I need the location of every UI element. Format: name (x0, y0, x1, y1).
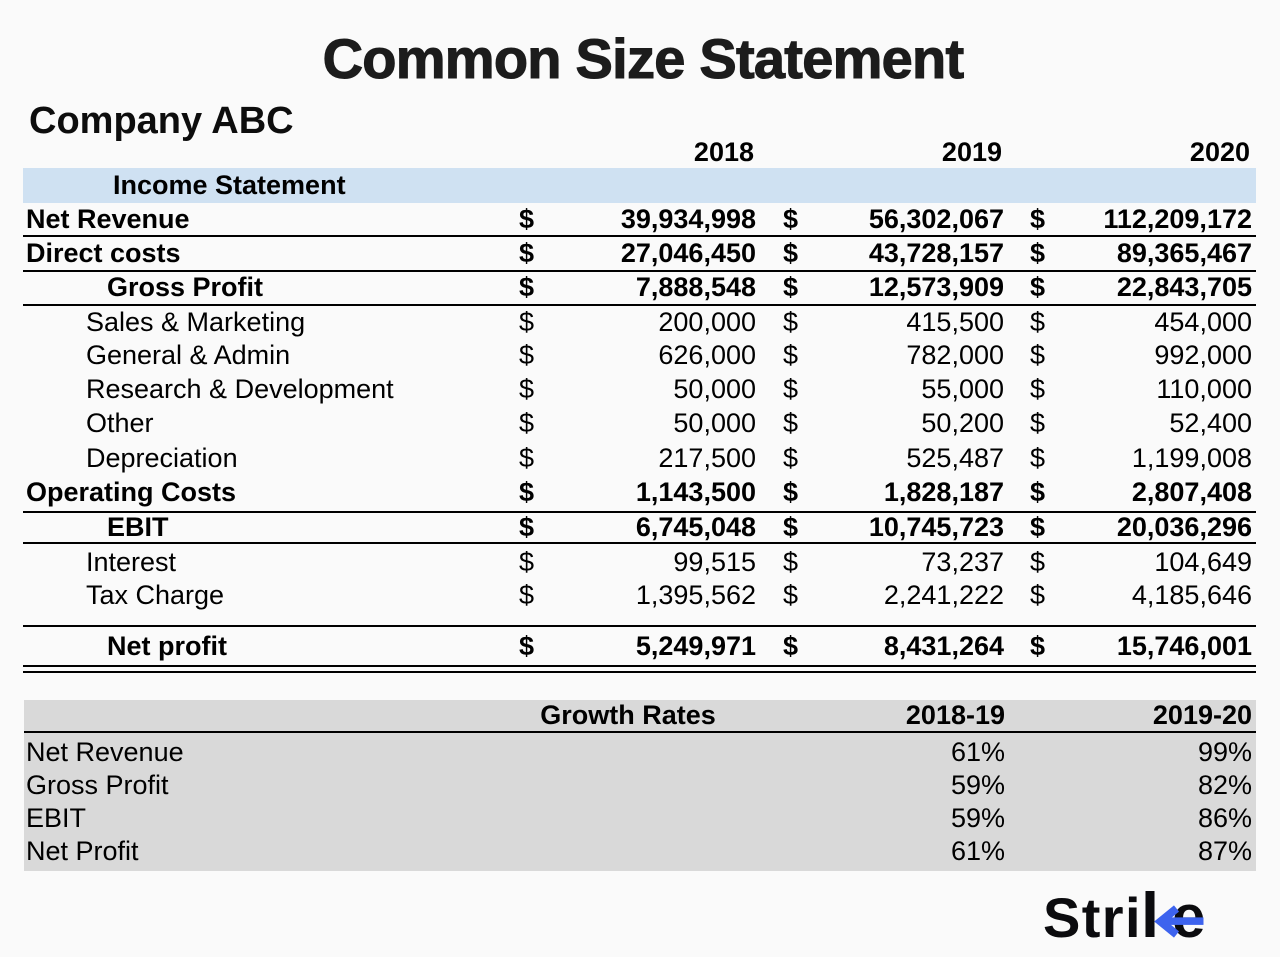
svg-text:e: e (1172, 883, 1205, 950)
svg-text:Stri: Stri (1043, 886, 1142, 949)
